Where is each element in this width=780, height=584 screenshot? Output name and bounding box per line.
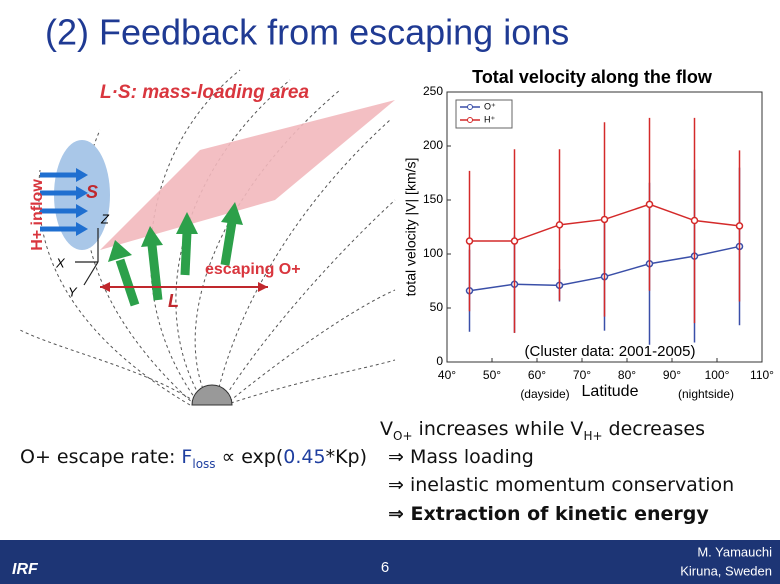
point (600, 215, 609, 224)
point (555, 221, 564, 229)
footer-bar (0, 540, 780, 584)
inflow-label: H+ inflow (29, 179, 46, 251)
z-label: Z (100, 211, 110, 226)
escape-arrows (115, 221, 237, 307)
inflow-arrows (40, 172, 76, 232)
annotation: (dayside) (520, 387, 569, 401)
x-tick-label: 80° (618, 368, 636, 382)
planet (191, 384, 233, 406)
legend-marker (467, 117, 473, 123)
x-tick-label: 90° (663, 368, 681, 382)
annotation: (nightside) (678, 387, 734, 401)
y-tick-label: 200 (423, 138, 443, 152)
area-label: L·S: mass-loading area (100, 82, 309, 103)
text: increases while V (412, 418, 584, 440)
l-label: L (168, 291, 179, 311)
legend-marker (467, 104, 473, 110)
y-axis-label: total velocity |V| [km/s] (403, 158, 419, 297)
text: V (380, 418, 393, 440)
bullet: ⇒ Mass loading (388, 446, 534, 468)
y-tick-label: 250 (423, 84, 443, 98)
y-tick-label: 100 (423, 246, 443, 260)
point (510, 237, 519, 245)
slide-title: (2) Feedback from escaping ions (45, 12, 569, 53)
x-tick-label: 70° (573, 368, 591, 382)
bullet-mark: ⇒ (388, 474, 404, 496)
y-label: Y (68, 284, 78, 299)
bullet-mark: ⇒ (388, 503, 404, 525)
s-label: S (86, 182, 98, 202)
text: *Kp) (325, 446, 368, 468)
bullet-text: inelastic momentum conservation (409, 474, 735, 496)
bullet-text: Extraction of kinetic energy (410, 503, 709, 525)
footer-logo: IRF (12, 561, 39, 578)
rate-line: O+ escape rate: Floss ∝ exp(0.45*Kp) (20, 446, 367, 471)
x-tick-label: 40° (438, 368, 456, 382)
subscript: O+ (393, 428, 413, 443)
text: O+ escape rate: (20, 446, 182, 468)
x-label: X (55, 255, 66, 270)
text: 0.45 (283, 446, 326, 468)
author: M. Yamauchi (697, 544, 772, 559)
point (465, 237, 474, 245)
y-tick-label: 0 (436, 354, 443, 368)
v-line: VO+ increases while VH+ decreases (380, 418, 705, 443)
bullet-mark: ⇒ (388, 446, 404, 468)
bullet: ⇒ Extraction of kinetic energy (388, 503, 709, 525)
text: decreases (602, 418, 705, 440)
x-tick-label: 110° (750, 368, 774, 382)
subscript: H+ (583, 428, 603, 443)
bullet-text: Mass loading (409, 446, 534, 468)
point (645, 200, 654, 209)
point (735, 222, 744, 230)
inflow-arrowheads (76, 168, 88, 236)
x-tick-label: 60° (528, 368, 546, 382)
y-tick-label: 150 (423, 192, 443, 206)
axes-triad (75, 228, 99, 286)
page-number: 6 (381, 559, 389, 576)
point (690, 216, 699, 225)
plot-frame (446, 91, 763, 363)
annotation: (Cluster data: 2001-2005) (525, 343, 696, 360)
legend-label: H⁺ (484, 114, 495, 124)
subscript: loss (192, 456, 216, 471)
legend (455, 99, 513, 129)
y-tick-label: 50 (430, 300, 444, 314)
escape-arrowheads (108, 202, 243, 262)
bullet: ⇒ inelastic momentum conservation (388, 474, 734, 496)
x-axis-label: Latitude (582, 383, 639, 400)
text: ∝ exp( (215, 446, 284, 468)
x-tick-label: 100° (705, 368, 730, 382)
text: F (181, 446, 193, 468)
mass-loading-area (100, 100, 395, 250)
legend-label: O⁺ (484, 101, 496, 111)
escaping-label: escaping O+ (205, 261, 301, 278)
chart-title: Total velocity along the flow (472, 67, 713, 87)
place: Kiruna, Sweden (680, 563, 772, 578)
x-tick-label: 50° (483, 368, 501, 382)
